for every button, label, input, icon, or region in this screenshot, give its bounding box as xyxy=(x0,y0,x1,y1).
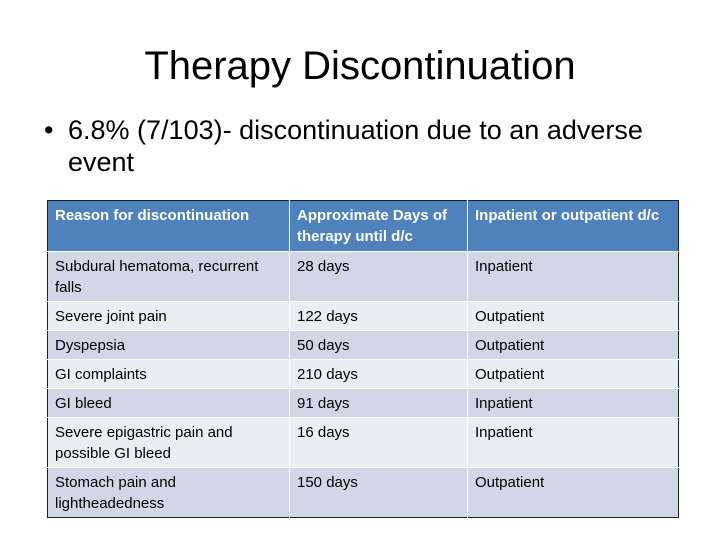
table-header-row: Reason for discontinuation Approximate D… xyxy=(47,200,679,252)
cell-days: 16 days xyxy=(289,417,468,468)
discontinuation-table: Reason for discontinuation Approximate D… xyxy=(47,200,679,518)
bullet-text: 6.8% (7/103)- discontinuation due to an … xyxy=(68,115,643,177)
header-setting: Inpatient or outpatient d/c xyxy=(467,200,679,252)
cell-setting: Outpatient xyxy=(467,301,679,331)
header-reason: Reason for discontinuation xyxy=(47,200,290,252)
cell-days: 28 days xyxy=(289,251,468,302)
cell-setting: Outpatient xyxy=(467,330,679,360)
table-row: Subdural hematoma, recurrent falls 28 da… xyxy=(47,251,679,302)
header-days: Approximate Days of therapy until d/c xyxy=(289,200,468,252)
table-row: GI bleed 91 days Inpatient xyxy=(47,388,679,418)
cell-setting: Inpatient xyxy=(467,388,679,418)
table-row: Dyspepsia 50 days Outpatient xyxy=(47,330,679,360)
slide-title: Therapy Discontinuation xyxy=(144,44,576,88)
table-row: Severe epigastric pain and possible GI b… xyxy=(47,417,679,468)
cell-days: 122 days xyxy=(289,301,468,331)
bullet-point: • 6.8% (7/103)- discontinuation due to an… xyxy=(44,114,704,178)
cell-reason: Dyspepsia xyxy=(47,330,290,360)
table-row: Severe joint pain 122 days Outpatient xyxy=(47,301,679,331)
cell-days: 210 days xyxy=(289,359,468,389)
cell-days: 50 days xyxy=(289,330,468,360)
table-row: Stomach pain and lightheadedness 150 day… xyxy=(47,467,679,518)
cell-days: 150 days xyxy=(289,467,468,518)
bullet-dot-icon: • xyxy=(44,115,54,145)
cell-setting: Inpatient xyxy=(467,251,679,302)
cell-days: 91 days xyxy=(289,388,468,418)
cell-reason: Severe joint pain xyxy=(47,301,290,331)
cell-setting: Outpatient xyxy=(467,359,679,389)
cell-setting: Outpatient xyxy=(467,467,679,518)
cell-reason: Subdural hematoma, recurrent falls xyxy=(47,251,290,302)
cell-reason: GI complaints xyxy=(47,359,290,389)
cell-reason: GI bleed xyxy=(47,388,290,418)
cell-reason: Severe epigastric pain and possible GI b… xyxy=(47,417,290,468)
table-row: GI complaints 210 days Outpatient xyxy=(47,359,679,389)
cell-reason: Stomach pain and lightheadedness xyxy=(47,467,290,518)
cell-setting: Inpatient xyxy=(467,417,679,468)
